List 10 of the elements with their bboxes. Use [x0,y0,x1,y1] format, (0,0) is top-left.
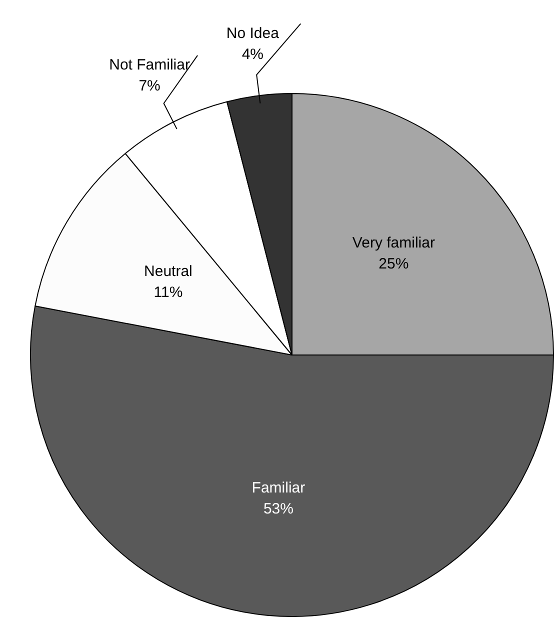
slice-label: Familiar [252,479,306,496]
data-label: 53% [263,500,294,518]
slice-label: No Idea [226,24,280,42]
data-label: 7% [138,78,160,95]
data-label: 11% [154,284,183,301]
slice-label: Neutral [144,262,192,280]
slice-label: Not Familiar [109,56,190,74]
data-label: 25% [378,255,409,272]
data-label: 4% [242,46,264,63]
slice-label: Very familiar [352,234,435,252]
